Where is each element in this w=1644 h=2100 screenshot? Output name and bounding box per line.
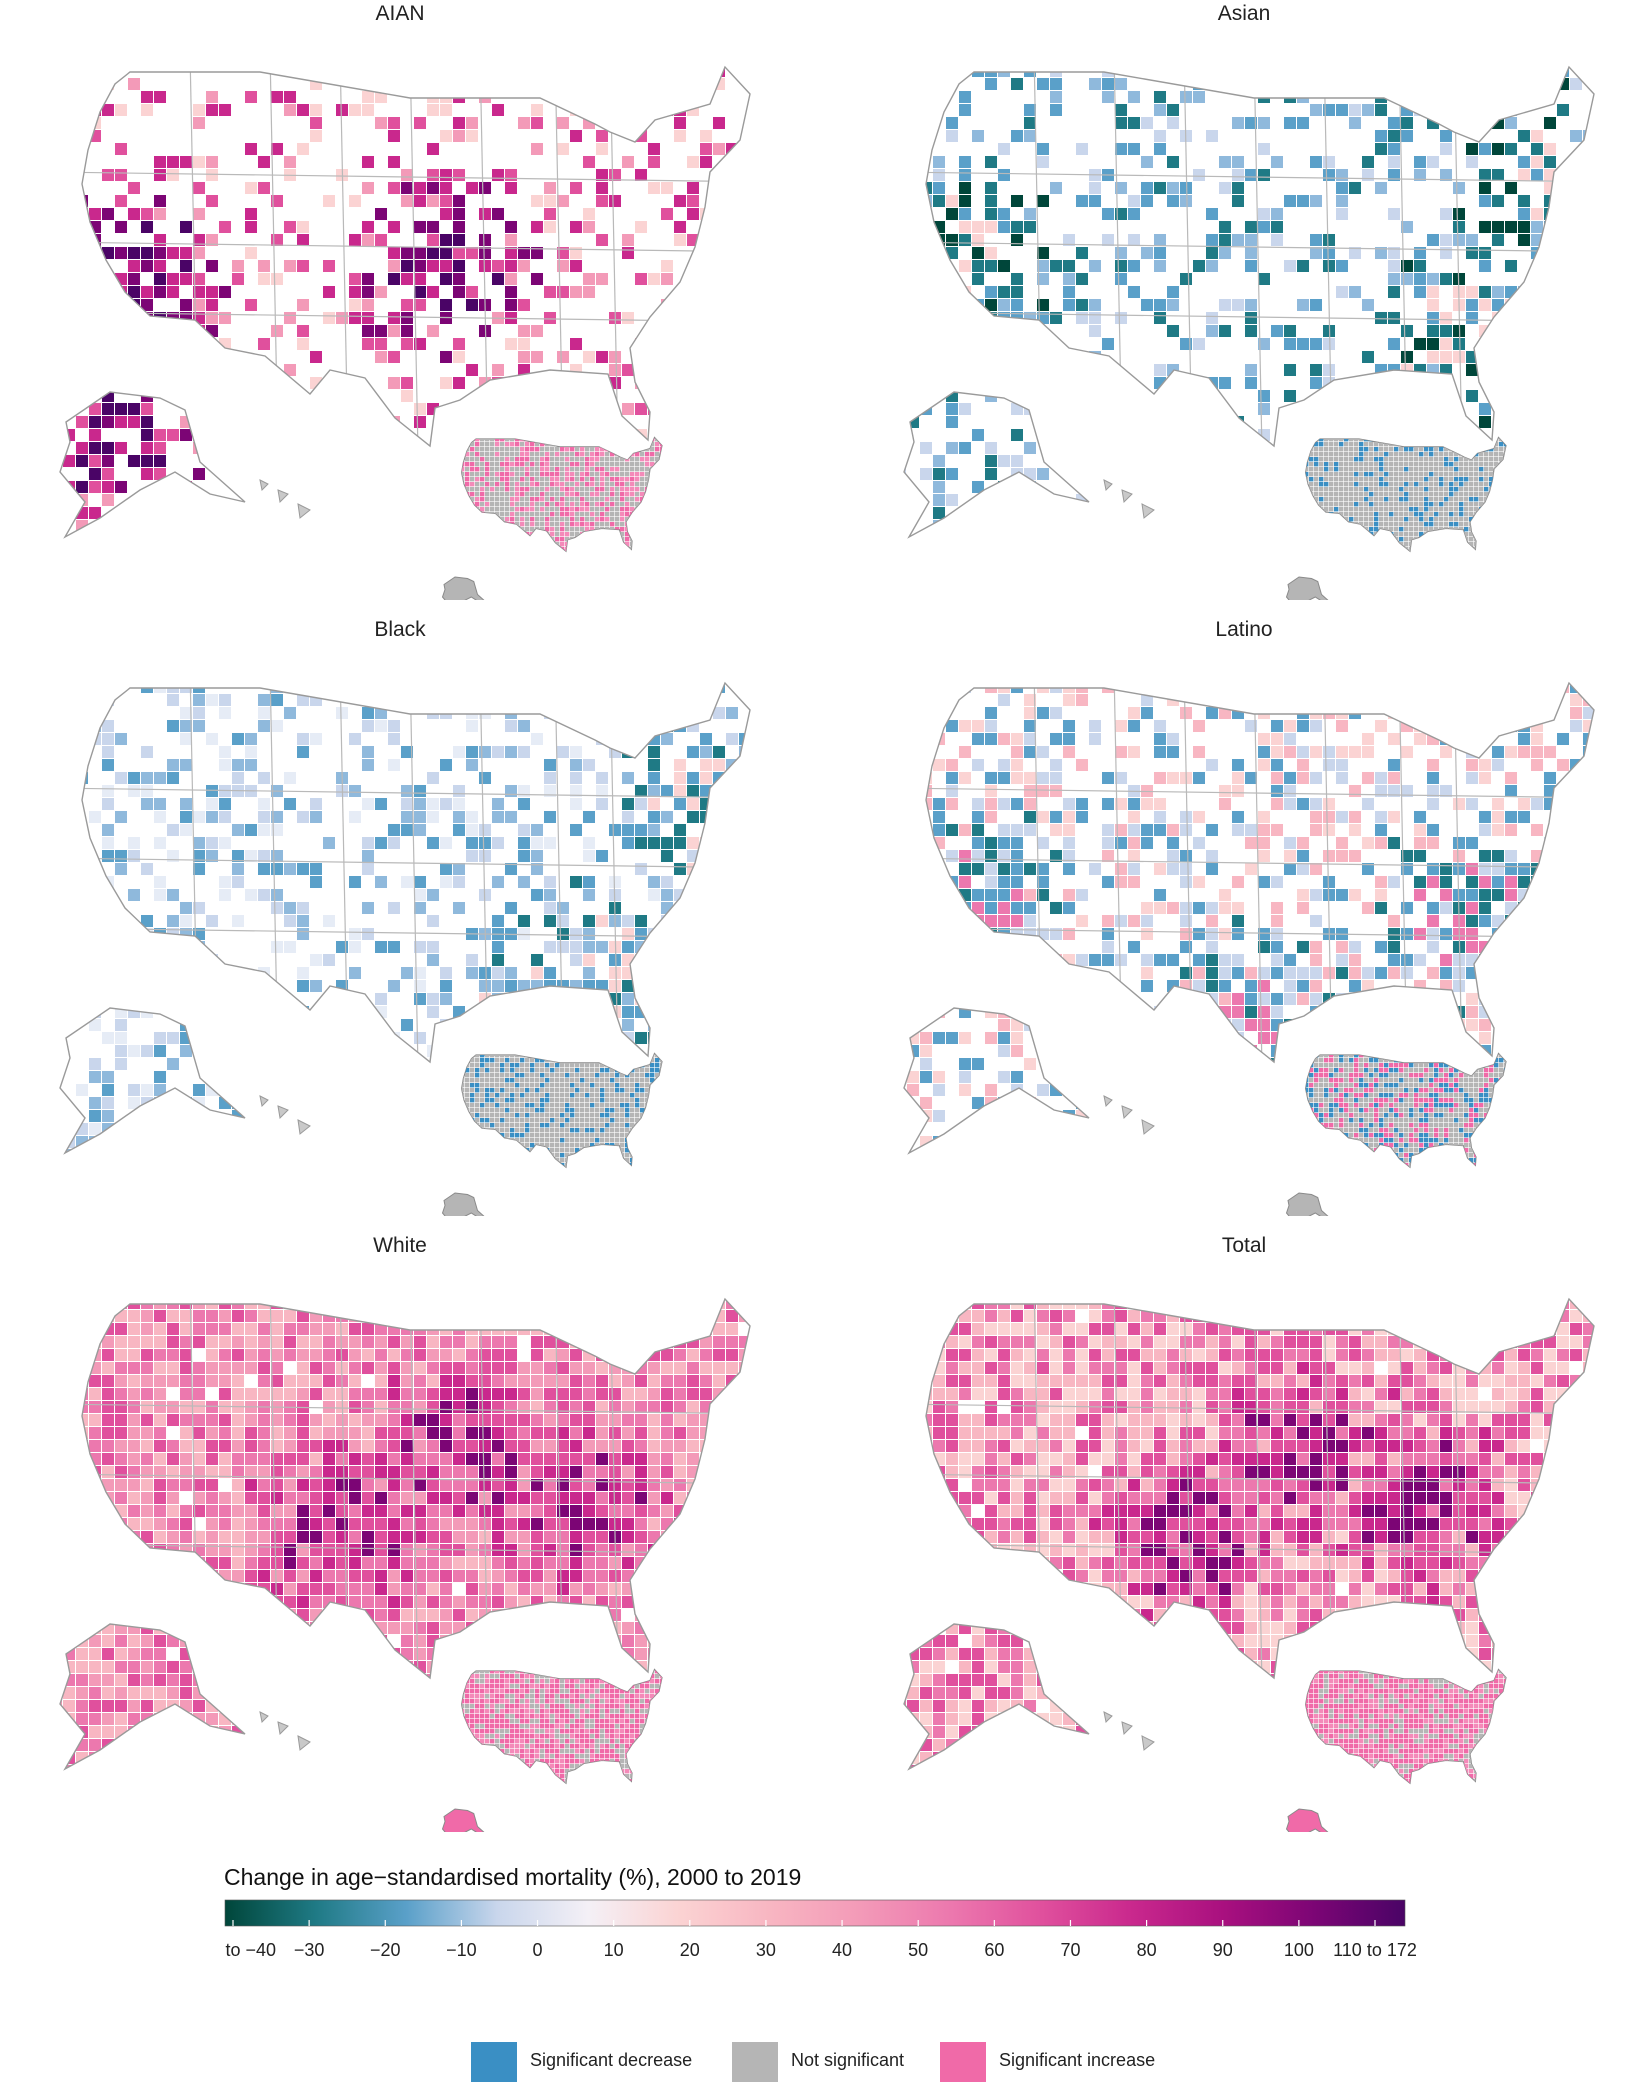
map-aian xyxy=(59,65,751,600)
colorbar-tick-label: 30 xyxy=(756,1940,776,1960)
panel-title-latino: Latino xyxy=(1215,618,1273,641)
panel-title-white: White xyxy=(373,1234,427,1257)
map-panel-aian: AIAN xyxy=(10,0,790,600)
panel-title-asian: Asian xyxy=(1217,2,1271,25)
colorbar-tick-label: 0 xyxy=(533,1940,543,1960)
colorbar-tick-label: 70 xyxy=(1060,1940,1080,1960)
colorbar-tick-label: 20 xyxy=(680,1940,700,1960)
map-white xyxy=(59,1297,751,1832)
not-significant-swatch xyxy=(732,2042,778,2082)
colorbar-tick-label: 50 xyxy=(908,1940,928,1960)
colorbar-tick-label: 10 xyxy=(604,1940,624,1960)
legend-title: Change in age−standardised mortality (%)… xyxy=(224,1864,802,1890)
map-asian xyxy=(903,65,1595,600)
map-panel-black: Black xyxy=(10,616,790,1216)
colorbar-tick-label: 100 xyxy=(1284,1940,1314,1960)
colorbar-tick-label: −30 xyxy=(294,1940,325,1960)
colorbar-tick-label: −56 to −40 xyxy=(222,1940,276,1960)
map-panel-total: Total xyxy=(854,1232,1634,1832)
color-scale-bar: −56 to −40 −30 −20 −10 0 10 20 30 40 50 60 70 80 90 10… xyxy=(222,1899,1417,1960)
map-panel-latino: Latino xyxy=(854,616,1634,1216)
colorbar-tick-label: 80 xyxy=(1137,1940,1157,1960)
significant-increase-label: Significant increase xyxy=(999,2050,1156,2070)
colorbar-tick-label: −20 xyxy=(370,1940,401,1960)
significant-decrease-label: Significant decrease xyxy=(530,2050,693,2070)
significant-increase-swatch xyxy=(940,2042,986,2082)
panel-title-total: Total xyxy=(1221,1234,1267,1257)
significant-decrease-swatch xyxy=(471,2042,517,2082)
colorbar-tick-label: 90 xyxy=(1213,1940,1233,1960)
map-black xyxy=(59,681,751,1216)
not-significant-label: Not significant xyxy=(791,2050,905,2070)
map-panel-asian: Asian xyxy=(854,0,1634,600)
colorbar-tick-label: 40 xyxy=(832,1940,852,1960)
panel-title-black: Black xyxy=(374,618,426,641)
colorbar-tick-label: −10 xyxy=(446,1940,477,1960)
map-total xyxy=(903,1297,1595,1832)
colorbar-tick-label: 60 xyxy=(984,1940,1004,1960)
panel-title-aian: AIAN xyxy=(375,2,425,25)
map-latino xyxy=(903,681,1595,1216)
map-panel-white: White xyxy=(10,1232,790,1832)
colorbar-tick-label: 110 to 172 xyxy=(1333,1940,1417,1960)
